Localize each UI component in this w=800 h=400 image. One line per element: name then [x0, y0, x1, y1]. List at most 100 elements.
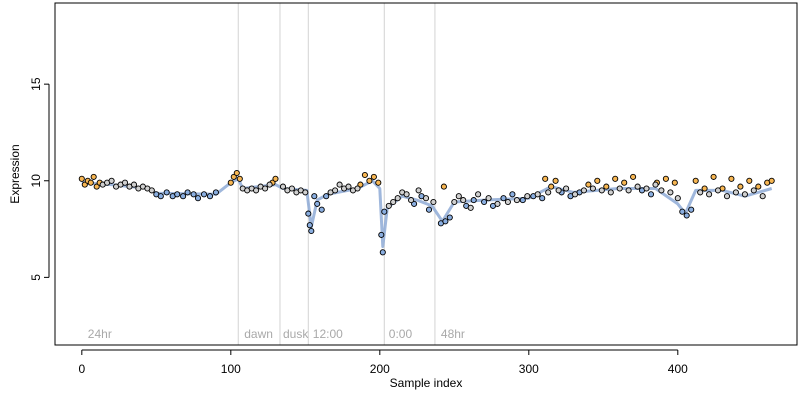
data-point: [519, 197, 526, 204]
data-point: [306, 222, 313, 229]
data-point: [504, 198, 511, 206]
data-point: [652, 181, 659, 188]
data-point: [467, 204, 474, 211]
plot-frame: [54, 2, 798, 346]
data-point: [563, 185, 570, 192]
data-point: [366, 177, 373, 184]
segment-label: dusk: [283, 327, 309, 341]
y-axis-title: Expression: [8, 144, 22, 203]
data-point: [667, 189, 674, 196]
data-point: [714, 187, 722, 194]
data-point: [603, 183, 610, 190]
x-tick-label: 0: [78, 362, 85, 376]
data-point: [548, 183, 555, 190]
data-point: [658, 187, 665, 194]
data-point: [647, 191, 655, 198]
data-point: [430, 198, 437, 206]
data-point: [442, 218, 449, 225]
segment-label: 24hr: [88, 327, 112, 341]
data-point: [741, 191, 748, 198]
data-point: [697, 189, 704, 196]
data-point: [746, 177, 753, 184]
data-point: [206, 193, 214, 200]
data-point: [425, 206, 433, 213]
data-point: [314, 200, 321, 207]
data-point: [634, 183, 641, 190]
data-point: [625, 187, 632, 194]
data-point: [674, 195, 681, 202]
data-point: [750, 187, 757, 194]
data-point: [279, 183, 287, 190]
data-point: [732, 189, 739, 196]
x-tick-label: 200: [370, 362, 390, 376]
data-point: [552, 177, 559, 184]
data-point: [545, 189, 552, 196]
data-point: [408, 197, 415, 204]
y-tick-label: 15: [29, 77, 43, 91]
data-point: [723, 193, 731, 200]
data-point: [385, 202, 392, 209]
data-point: [440, 183, 447, 190]
data-point: [662, 175, 669, 182]
segment-label: 0:00: [389, 327, 413, 341]
data-point: [305, 210, 312, 217]
data-point: [481, 198, 488, 206]
data-point: [616, 185, 623, 192]
data-point: [513, 197, 520, 204]
data-point: [542, 175, 549, 182]
data-point: [236, 175, 243, 182]
x-tick-label: 100: [221, 362, 241, 376]
data-point: [345, 183, 352, 190]
data-point: [571, 191, 579, 198]
data-point: [598, 187, 605, 194]
data-point: [403, 191, 410, 198]
data-point: [688, 206, 695, 213]
data-point: [157, 193, 164, 200]
data-point: [455, 193, 462, 200]
data-point: [594, 177, 601, 184]
data-point: [253, 187, 260, 194]
data-point: [500, 195, 507, 202]
data-point: [475, 191, 482, 198]
data-point: [130, 181, 138, 188]
data-point: [262, 185, 269, 192]
data-point: [394, 195, 401, 202]
data-point: [706, 191, 713, 198]
data-point: [485, 195, 492, 202]
data-point: [589, 185, 596, 192]
segment-label: 48hr: [441, 327, 465, 341]
data-point: [90, 173, 97, 180]
data-point: [509, 191, 516, 198]
data-point: [194, 195, 202, 202]
data-point: [174, 191, 181, 198]
data-point: [422, 195, 430, 202]
x-axis-title: Sample index: [390, 376, 463, 390]
data-point: [692, 177, 699, 184]
data-point: [180, 193, 187, 200]
data-point: [671, 179, 678, 186]
data-point: [451, 198, 458, 206]
data-point: [755, 183, 762, 190]
data-point: [357, 181, 364, 188]
data-point: [323, 193, 330, 200]
data-point: [361, 171, 368, 179]
data-point: [336, 181, 343, 188]
axes: 0 100 200 300 400 5 10 15: [29, 77, 688, 376]
data-point: [470, 197, 477, 204]
data-point: [121, 179, 129, 186]
data-point: [266, 181, 273, 188]
data-point: [381, 208, 388, 215]
y-tick-label: 5: [29, 274, 43, 281]
data-point: [539, 195, 546, 202]
data-point: [379, 249, 386, 256]
data-point: [148, 187, 155, 194]
segment-labels: 24hr dawn dusk 12:00 0:00 48hr: [88, 327, 465, 341]
data-point: [318, 206, 325, 213]
data-point: [230, 173, 237, 180]
data-point: [534, 191, 541, 198]
data-point: [768, 177, 775, 184]
data-point: [460, 197, 467, 204]
data-point: [737, 183, 744, 190]
